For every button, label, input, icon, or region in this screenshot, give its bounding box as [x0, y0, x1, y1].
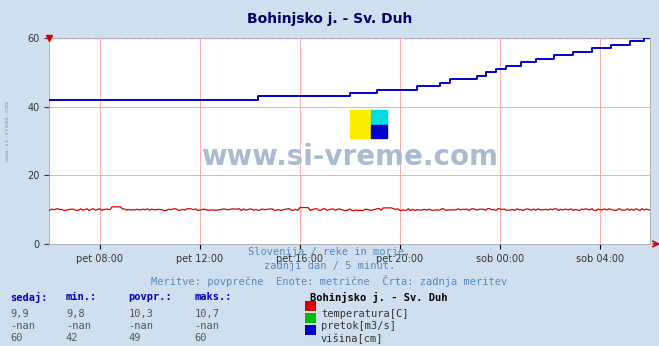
Text: 10,7: 10,7	[194, 309, 219, 319]
Text: povpr.:: povpr.:	[129, 292, 172, 302]
Text: www.si-vreme.com: www.si-vreme.com	[202, 144, 498, 172]
Text: Bohinjsko j. - Sv. Duh: Bohinjsko j. - Sv. Duh	[310, 292, 447, 303]
Text: -nan: -nan	[129, 321, 154, 331]
Text: temperatura[C]: temperatura[C]	[321, 309, 409, 319]
Text: Meritve: povprečne  Enote: metrične  Črta: zadnja meritev: Meritve: povprečne Enote: metrične Črta:…	[152, 275, 507, 287]
Text: pretok[m3/s]: pretok[m3/s]	[321, 321, 396, 331]
Text: 49: 49	[129, 333, 141, 343]
Text: Slovenija / reke in morje.: Slovenija / reke in morje.	[248, 247, 411, 257]
Text: 9,9: 9,9	[10, 309, 28, 319]
Text: maks.:: maks.:	[194, 292, 232, 302]
Text: 9,8: 9,8	[66, 309, 84, 319]
Text: 42: 42	[66, 333, 78, 343]
Bar	[370, 110, 387, 125]
Text: -nan: -nan	[10, 321, 35, 331]
Bar	[350, 110, 370, 138]
Text: -nan: -nan	[66, 321, 91, 331]
Text: -nan: -nan	[194, 321, 219, 331]
Text: zadnji dan / 5 minut.: zadnji dan / 5 minut.	[264, 261, 395, 271]
Bar	[370, 125, 387, 138]
Text: Bohinjsko j. - Sv. Duh: Bohinjsko j. - Sv. Duh	[247, 12, 412, 26]
Text: 60: 60	[194, 333, 207, 343]
Text: 60: 60	[10, 333, 22, 343]
Text: 10,3: 10,3	[129, 309, 154, 319]
Text: www.si-vreme.com: www.si-vreme.com	[5, 101, 11, 162]
Text: višina[cm]: višina[cm]	[321, 333, 384, 344]
Text: sedaj:: sedaj:	[10, 292, 47, 303]
Text: min.:: min.:	[66, 292, 97, 302]
